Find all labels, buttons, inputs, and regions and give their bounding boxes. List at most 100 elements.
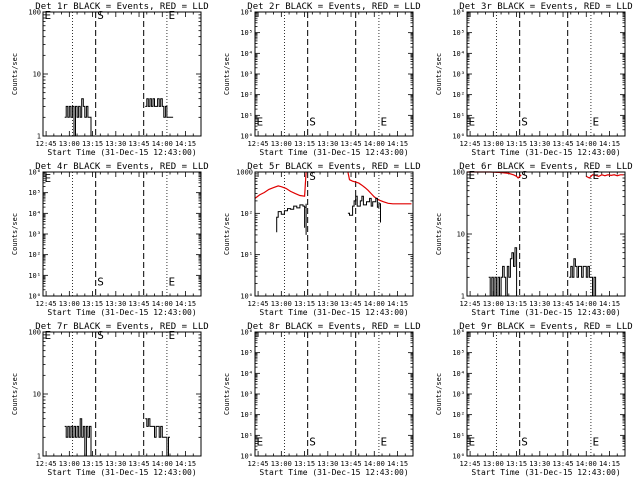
y-tick-label: 10¹	[452, 432, 465, 440]
x-axis-label: Start Time (31-Dec-15 12:43:00)	[47, 308, 196, 317]
x-tick-label: 13:45	[553, 140, 574, 148]
y-axis-label: Counts/sec	[435, 373, 443, 415]
y-tick-label: 10²	[240, 210, 253, 218]
y-tick-label: 10	[457, 231, 465, 239]
plot-frame	[466, 11, 626, 137]
y-axis-label: Counts/sec	[223, 53, 231, 95]
x-axis-label: Start Time (31-Dec-15 12:43:00)	[259, 308, 408, 317]
plot-frame	[254, 331, 414, 457]
x-axis-label: Start Time (31-Dec-15 12:43:00)	[471, 308, 620, 317]
x-tick-label: 14:00	[576, 460, 597, 468]
x-tick-label: 14:15	[387, 300, 408, 308]
marker-s: S	[97, 9, 104, 22]
marker-e: E	[45, 172, 52, 185]
y-tick-label: 10¹	[28, 272, 41, 280]
y-tick-label: 10⁵	[240, 29, 253, 37]
x-tick-label: 13:45	[341, 460, 362, 468]
panel-title: Det 1r BLACK = Events, RED = LLD	[35, 2, 208, 12]
x-axis-label: Start Time (31-Dec-15 12:43:00)	[47, 468, 196, 477]
panel-det-5: Det 5r BLACK = Events, RED = LLD 10⁰ 10¹ 10…	[223, 162, 421, 317]
panel-title: Det 9r BLACK = Events, RED = LLD	[459, 322, 632, 332]
panel-det-9: Det 9r BLACK = Events, RED = LLD 10⁰ 10¹ 10…	[435, 322, 633, 477]
events-series-line	[276, 203, 307, 235]
marker-e: E	[168, 9, 175, 22]
y-tick-label: 10⁰	[28, 293, 41, 301]
y-axis-label: Counts/sec	[435, 53, 443, 95]
x-tick-label: 13:30	[105, 300, 126, 308]
y-tick-label: 10⁵	[452, 29, 465, 37]
y-tick-label: 100	[452, 169, 465, 177]
y-axis-label: Counts/sec	[223, 213, 231, 255]
x-tick-label: 13:45	[129, 460, 150, 468]
x-tick-label: 14:15	[175, 460, 196, 468]
x-tick-label: 13:00	[59, 140, 80, 148]
lld-series-line	[254, 171, 307, 199]
y-tick-label: 10⁶	[240, 329, 253, 337]
y-tick-label: 100	[28, 9, 41, 17]
lld-series-line	[347, 171, 412, 205]
y-tick-label: 10⁴	[240, 50, 253, 58]
marker-s: S	[521, 436, 528, 449]
x-tick-label: 13:15	[82, 140, 103, 148]
x-tick-label: 13:00	[271, 300, 292, 308]
marker-e: E	[257, 436, 264, 449]
x-tick-label: 12:45	[248, 460, 269, 468]
x-axis-label: Start Time (31-Dec-15 12:43:00)	[259, 148, 408, 157]
marker-s: S	[97, 329, 104, 342]
events-series-line	[64, 418, 92, 457]
x-tick-label: 14:15	[175, 140, 196, 148]
x-tick-label: 14:00	[152, 300, 173, 308]
plot-frame	[254, 171, 414, 297]
panel-det-6: Det 6r BLACK = Events, RED = LLD 1 10 100 12…	[435, 162, 633, 317]
x-tick-label: 13:30	[529, 300, 550, 308]
x-tick-label: 14:00	[152, 460, 173, 468]
y-tick-label: 10⁰	[240, 133, 253, 141]
x-tick-label: 14:15	[599, 460, 620, 468]
events-series-line	[347, 195, 381, 223]
x-axis-label: Start Time (31-Dec-15 12:43:00)	[259, 468, 408, 477]
x-tick-label: 13:00	[59, 460, 80, 468]
y-tick-label: 10⁰	[240, 453, 253, 461]
x-tick-label: 13:00	[271, 460, 292, 468]
x-tick-label: 12:45	[36, 140, 57, 148]
y-tick-label: 10¹	[240, 432, 253, 440]
marker-e: E	[380, 116, 387, 129]
x-tick-label: 13:30	[105, 460, 126, 468]
panel-title: Det 8r BLACK = Events, RED = LLD	[247, 322, 420, 332]
panel-det-7: Det 7r BLACK = Events, RED = LLD 1 10 100 12…	[11, 322, 209, 477]
x-tick-label: 14:00	[576, 300, 597, 308]
y-axis-label: Counts/sec	[11, 373, 19, 415]
marker-e: E	[469, 169, 476, 182]
y-tick-label: 10⁰	[452, 453, 465, 461]
marker-e: E	[469, 436, 476, 449]
y-tick-label: 1000	[236, 169, 253, 177]
marker-e: E	[257, 116, 264, 129]
plot-frame	[42, 11, 202, 137]
panel-title: Det 6r BLACK = Events, RED = LLD	[459, 162, 632, 172]
x-tick-label: 13:00	[483, 300, 504, 308]
x-tick-label: 13:15	[82, 300, 103, 308]
x-tick-label: 14:15	[175, 300, 196, 308]
x-tick-label: 12:45	[460, 460, 481, 468]
x-tick-label: 14:00	[576, 140, 597, 148]
panel-det-2: Det 2r BLACK = Events, RED = LLD 10⁰ 10¹ 10…	[223, 2, 421, 157]
y-tick-label: 10⁶	[240, 9, 253, 17]
panel-title: Det 5r BLACK = Events, RED = LLD	[247, 162, 420, 172]
y-tick-label: 10⁵	[240, 349, 253, 357]
x-tick-label: 13:15	[82, 460, 103, 468]
events-series-line	[64, 98, 92, 137]
x-tick-label: 13:30	[105, 140, 126, 148]
y-tick-label: 10³	[452, 71, 465, 79]
marker-e: E	[469, 116, 476, 129]
x-tick-label: 14:15	[387, 140, 408, 148]
plot-frame	[42, 331, 202, 457]
x-tick-label: 12:45	[248, 300, 269, 308]
marker-e: E	[592, 169, 599, 182]
x-tick-label: 13:15	[294, 300, 315, 308]
x-tick-label: 13:30	[317, 300, 338, 308]
x-tick-label: 13:45	[341, 300, 362, 308]
x-tick-label: 13:45	[553, 300, 574, 308]
y-tick-label: 10	[33, 391, 41, 399]
x-tick-label: 13:00	[59, 300, 80, 308]
x-tick-label: 13:30	[317, 140, 338, 148]
